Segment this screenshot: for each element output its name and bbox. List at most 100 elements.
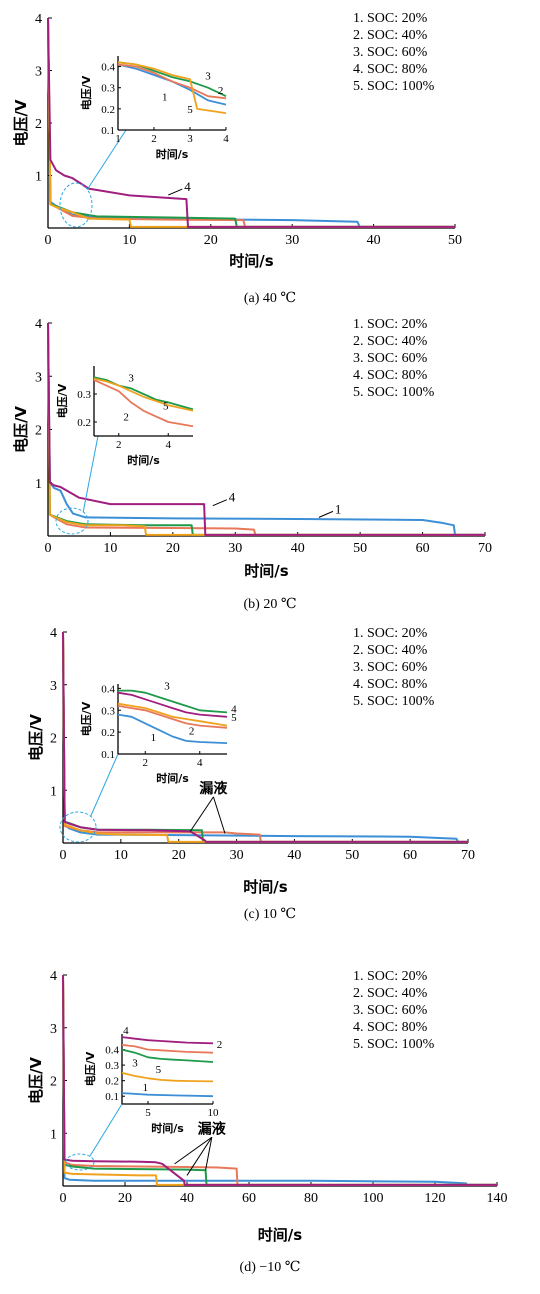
y-tick-label: 1 — [50, 1127, 57, 1142]
zoom-region — [55, 507, 89, 535]
leak-annotation-leader — [205, 1137, 213, 1171]
plot-b: 0 10 20 30 40 50 60 70 1 2 3 4 时间/s 电压/V 4 1 1. SOC: 20%… — [12, 317, 492, 580]
x-tick-label: 120 — [425, 1191, 446, 1206]
caption-c: (c) 10 ℃ — [244, 907, 296, 922]
x-tick-label: 50 — [448, 233, 462, 248]
x-tick-label: 10 — [103, 541, 117, 556]
inset-curve-label: 5 — [163, 400, 169, 412]
curve-label-leader — [212, 499, 227, 507]
inset-x-tick-label: 4 — [223, 133, 229, 145]
inset-curve-label: 2 — [218, 85, 224, 97]
x-tick-label: 30 — [285, 233, 299, 248]
y-tick-label: 1 — [35, 477, 42, 492]
inset-x-tick-label: 4 — [197, 757, 203, 769]
legend-entry-3: 3. SOC: 60% — [353, 45, 428, 60]
leak-annotation: 漏液 — [198, 1120, 227, 1137]
x-tick-label: 60 — [403, 848, 417, 863]
x-tick-label: 40 — [291, 541, 305, 556]
series-line-5 — [62, 974, 497, 1186]
y-tick-label: 3 — [50, 679, 57, 694]
x-tick-label: 40 — [287, 848, 301, 863]
inset-x-tick-label: 10 — [208, 1107, 220, 1119]
x-tick-label: 70 — [478, 541, 492, 556]
legend-entry-3: 3. SOC: 60% — [353, 351, 428, 366]
chart-panel-c: 0 10 20 30 40 50 60 70 1 2 3 4 时间/s 电压/V 漏液 1. SOC: 20%… — [27, 626, 475, 922]
inset-y-tick-label: 0.3 — [101, 83, 115, 95]
inset-y-tick-label: 0.4 — [101, 683, 115, 695]
inset-curve-label: 2 — [217, 1039, 223, 1051]
inset-series-line-4 — [117, 691, 228, 718]
x-tick-label: 70 — [461, 848, 475, 863]
inset-x-tick-label: 2 — [151, 133, 157, 145]
x-tick-label: 20 — [204, 233, 218, 248]
inset-x-axis-title: 时间/s — [156, 147, 189, 161]
curve-label: 4 — [184, 179, 191, 194]
legend-entry-4: 4. SOC: 80% — [353, 62, 428, 77]
legend-entry-2: 2. SOC: 40% — [353, 28, 428, 43]
series-line-2 — [62, 631, 468, 843]
y-tick-label: 4 — [35, 12, 42, 27]
y-tick-label: 3 — [50, 1022, 57, 1037]
inset-x-axis-title: 时间/s — [127, 453, 160, 467]
leak-annotation-leader — [212, 796, 226, 834]
inset-series-line-3 — [118, 689, 228, 714]
y-tick-label: 3 — [35, 370, 42, 385]
legend-entry-1: 1. SOC: 20% — [353, 317, 428, 332]
curve-label-leader — [318, 510, 334, 518]
inset-y-axis-title: 电压/V — [83, 1051, 97, 1086]
inset-curve-label: 3 — [128, 372, 134, 384]
curve-label-leader — [168, 188, 183, 196]
inset-y-tick-label: 0.4 — [101, 62, 115, 74]
inset-curve-label: 2 — [123, 412, 129, 424]
curve-label: 1 — [335, 501, 342, 516]
inset-curve-label: 5 — [187, 104, 193, 116]
x-tick-label: 30 — [230, 848, 244, 863]
zoom-connector — [89, 1103, 123, 1157]
series-line-2 — [62, 974, 497, 1186]
inset-curve-label: 4 — [123, 1025, 129, 1037]
x-tick-label: 40 — [367, 233, 381, 248]
inset-x-tick-label: 1 — [115, 133, 121, 145]
zoom-connector — [90, 753, 119, 817]
zoom-region — [59, 811, 97, 843]
inset-curve-label: 1 — [143, 1082, 149, 1094]
x-tick-label: 60 — [416, 541, 430, 556]
x-tick-label: 0 — [60, 1191, 67, 1206]
y-axis-title: 电压/V — [12, 99, 30, 146]
inset-background — [122, 1034, 213, 1104]
inset-curve-label: 5 — [156, 1064, 162, 1076]
inset-series-line-1 — [121, 1092, 214, 1098]
series-line-1 — [47, 322, 485, 536]
y-tick-label: 4 — [35, 317, 42, 332]
x-tick-label: 80 — [304, 1191, 318, 1206]
inset-y-tick-label: 0.2 — [105, 1076, 119, 1088]
inset-y-tick-label: 0.2 — [101, 727, 115, 739]
legend-entry-3: 3. SOC: 60% — [353, 660, 428, 675]
x-tick-label: 0 — [45, 541, 52, 556]
inset-y-tick-label: 0.2 — [101, 104, 115, 116]
inset-series-line-2 — [121, 1044, 214, 1054]
inset-y-axis-title: 电压/V — [79, 75, 93, 110]
leak-annotation-leader — [174, 1136, 213, 1165]
inset-curve-label: 4 — [231, 703, 237, 715]
x-tick-label: 20 — [166, 541, 180, 556]
legend-entry-5: 5. SOC: 100% — [353, 385, 435, 400]
x-tick-label: 60 — [242, 1191, 256, 1206]
legend-entry-2: 2. SOC: 40% — [353, 986, 428, 1001]
leak-annotation-leader — [186, 1136, 213, 1176]
series-line-4 — [47, 17, 455, 228]
legend-entry-5: 5. SOC: 100% — [353, 79, 435, 94]
inset-series-line-5 — [93, 377, 194, 412]
legend-entry-1: 1. SOC: 20% — [353, 11, 428, 26]
x-tick-label: 50 — [345, 848, 359, 863]
legend-entry-2: 2. SOC: 40% — [353, 643, 428, 658]
inset-y-axis-title: 电压/V — [79, 701, 93, 736]
zoom-connector — [86, 129, 127, 190]
leak-annotation: 漏液 — [199, 780, 228, 797]
inset-curve-label: 2 — [189, 725, 195, 737]
legend-entry-5: 5. SOC: 100% — [353, 694, 435, 709]
caption-d: (d) −10 ℃ — [240, 1260, 301, 1275]
leak-annotation-leader — [189, 796, 214, 832]
chart-panel-b: 0 10 20 30 40 50 60 70 1 2 3 4 时间/s 电压/V 4 1 1. SOC: 20%… — [12, 317, 492, 612]
